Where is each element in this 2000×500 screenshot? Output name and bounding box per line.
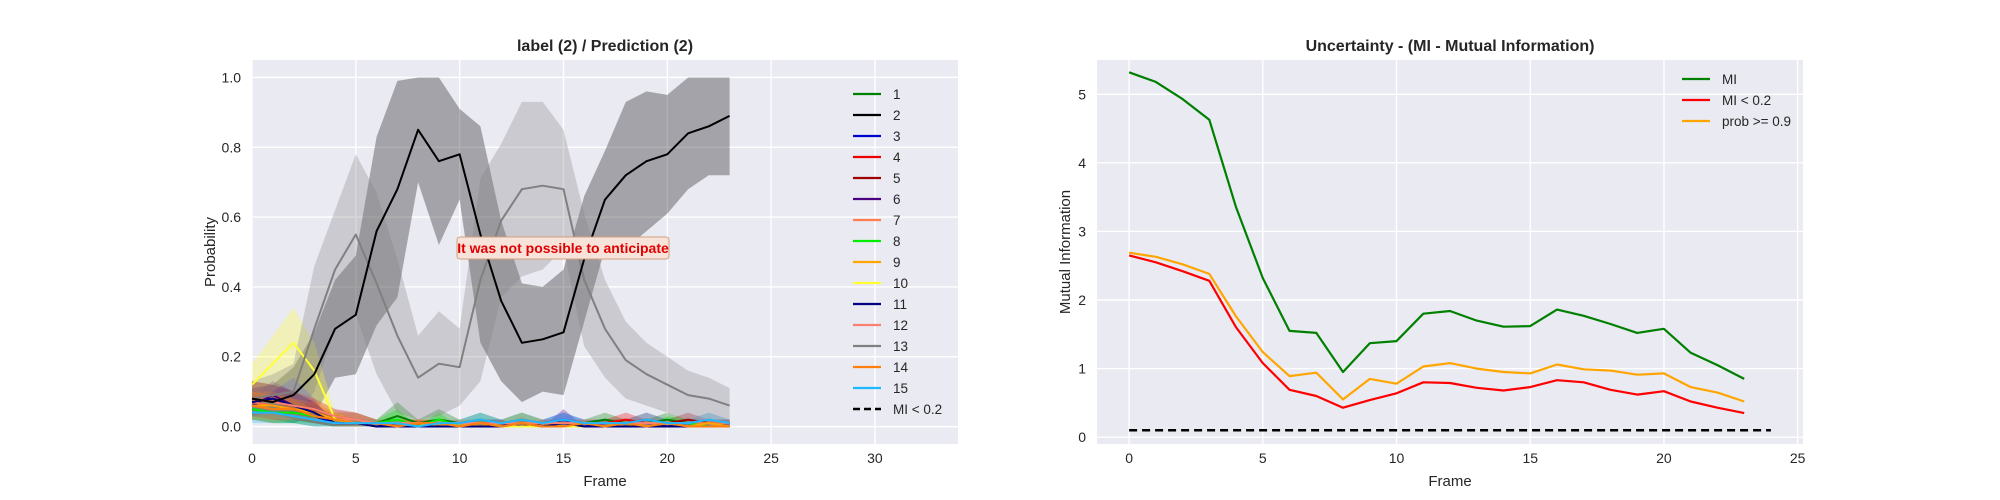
line-series-MI-0-2 (1128, 254, 1745, 415)
legend-label: 12 (893, 318, 908, 333)
x-tick-label: 0 (1125, 450, 1133, 466)
chart-title: label (2) / Prediction (2) (517, 38, 693, 55)
legend: MI MI < 0.2 prob >= 0.9 (1682, 72, 1791, 129)
annotation-box (456, 236, 670, 260)
x-tick-label: 30 (867, 450, 883, 466)
annotation-text: It was not possible to anticipate (457, 240, 669, 256)
y-tick-label: 2 (1078, 292, 1086, 308)
legend-label: MI < 0.2 (893, 402, 942, 417)
x-axis-label: Frame (1428, 473, 1471, 490)
y-tick-label: 0.8 (222, 139, 242, 155)
legend-label: 1 (893, 87, 901, 102)
y-tick-label: 1 (1078, 361, 1086, 377)
legend-label: MI < 0.2 (1722, 93, 1771, 108)
legend-label: 9 (893, 255, 901, 270)
y-tick-label: 0.0 (222, 419, 242, 435)
legend-label: 3 (893, 129, 901, 144)
y-tick-label: 0.2 (222, 349, 242, 365)
x-tick-label: 15 (1522, 450, 1538, 466)
x-tick-label: 15 (556, 450, 572, 466)
line-series-12 (251, 397, 730, 425)
tick-labels: 0 5 10 15 20 25 0 1 2 3 4 5 (1078, 86, 1805, 466)
x-tick-label: 25 (1790, 450, 1806, 466)
x-tick-label: 10 (1389, 450, 1405, 466)
y-tick-label: 3 (1078, 223, 1086, 239)
y-tick-label: 1.0 (222, 69, 242, 85)
x-tick-label: 20 (660, 450, 676, 466)
plot-area (1097, 60, 1803, 444)
y-tick-label: 0.6 (222, 209, 242, 225)
line-series-prob-0-9 (1128, 251, 1745, 403)
y-axis-label: Probability (202, 216, 219, 287)
probability-chart: 0 5 10 15 20 25 300.00.20.40.60.81.0 label (2)… (202, 38, 958, 490)
line-series-15 (252, 411, 730, 428)
legend-label: 5 (893, 171, 901, 186)
legend-label: prob >= 0.9 (1722, 114, 1791, 129)
legend-label: 8 (893, 234, 901, 249)
y-tick-label: 0.4 (222, 279, 242, 295)
x-axis-label: Frame (583, 473, 626, 490)
legend-label: 2 (893, 108, 901, 123)
x-tick-label: 10 (452, 450, 468, 466)
legend-label: 14 (893, 360, 909, 375)
y-axis-label: Mutual Information (1057, 190, 1074, 314)
legend-label: 11 (893, 297, 907, 312)
tick-labels: 0 5 10 15 20 25 30 0.0 0.2 0.4 0.6 0.8 1.0 (222, 69, 883, 466)
x-tick-label: 0 (248, 450, 256, 466)
chart-title: Uncertainty - (MI - Mutual Information) (1306, 38, 1595, 55)
line-series-MI (1128, 71, 1745, 380)
legend-label: 15 (893, 381, 908, 396)
x-tick-label: 5 (1259, 450, 1267, 466)
band-series-10 (252, 307, 730, 427)
y-tick-label: 5 (1078, 86, 1086, 102)
y-tick-label: 0 (1078, 429, 1086, 445)
legend-label: 13 (893, 339, 908, 354)
mutual-information-chart: 0 5 10 15 20 25 0 1 2 3 4 5 Uncertainty - (MI - Mut… (1057, 38, 1806, 490)
x-tick-label: 20 (1656, 450, 1672, 466)
series-lines (1128, 71, 1771, 432)
annotation: It was not possible to anticipate (456, 236, 670, 260)
legend-label: 4 (893, 150, 901, 165)
legend-label: 10 (893, 276, 908, 291)
line-series-14 (251, 404, 730, 428)
y-tick-label: 4 (1078, 155, 1086, 171)
legend-label: 6 (893, 192, 901, 207)
x-tick-label: 25 (763, 450, 779, 466)
legend-label: 7 (893, 213, 901, 228)
grid-lines (1097, 60, 1803, 444)
legend-label: MI (1722, 72, 1737, 87)
line-series-2 (251, 115, 731, 404)
band-series-13 (252, 101, 730, 424)
x-tick-label: 5 (352, 450, 360, 466)
